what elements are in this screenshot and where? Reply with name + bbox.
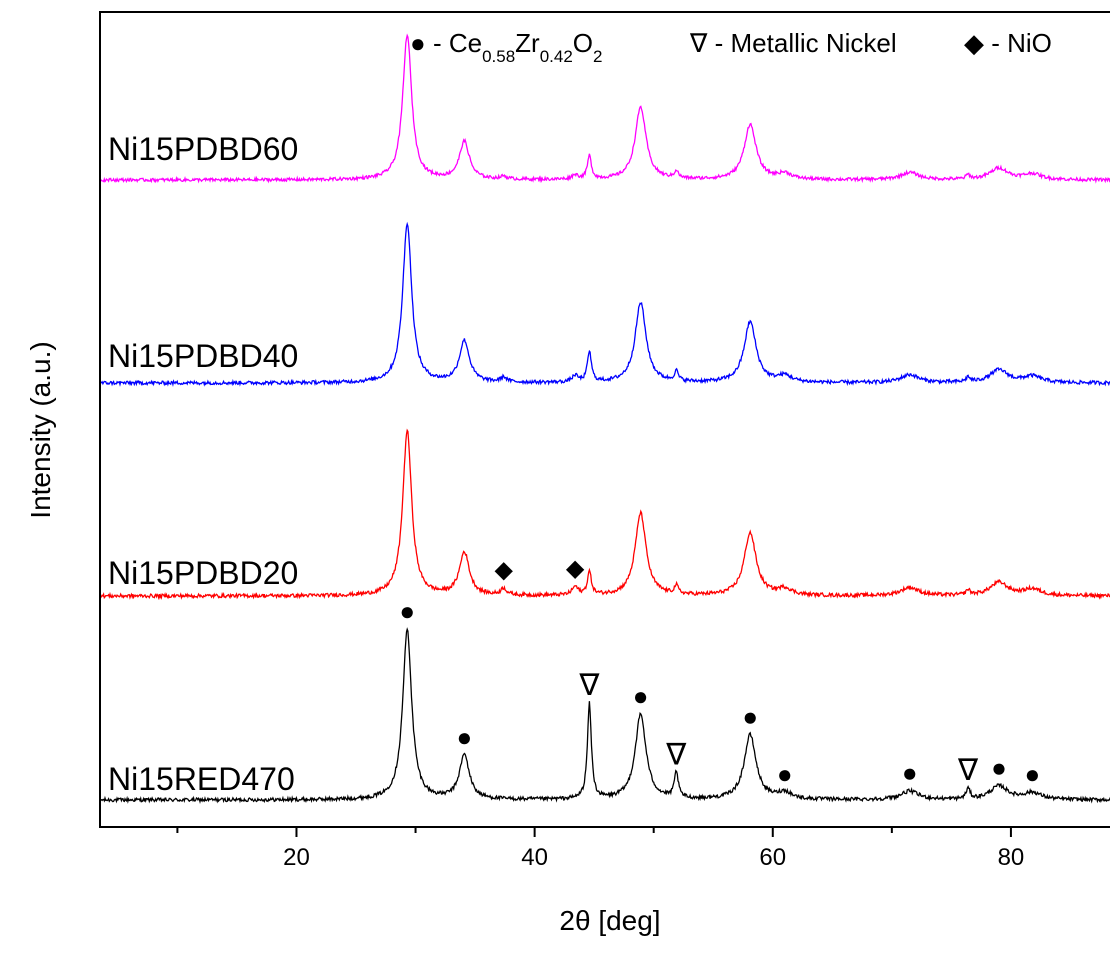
legend-ceria-sub3: 2 [593, 47, 602, 66]
series-label-ni15red470: Ni15RED470 [108, 761, 295, 797]
x-tick-label: 80 [998, 844, 1025, 871]
series-label-ni15pdbd60: Ni15PDBD60 [108, 131, 298, 167]
y-axis-title: Intensity (a.u.) [25, 341, 56, 518]
legend-ceria-mid: Zr [515, 28, 540, 58]
annotation-nickel-marker: ∇ [578, 669, 600, 702]
annotation-ceria-marker: ● [777, 759, 793, 789]
legend-ceria-sub1: 0.58 [482, 47, 515, 66]
series-label-ni15pdbd20: Ni15PDBD20 [108, 555, 298, 591]
annotation-ceria-marker: ● [991, 752, 1007, 782]
legend-ceria-prefix: - Ce [426, 28, 482, 58]
series-line-ni15pdbd60 [99, 33, 1110, 184]
series-line-ni15pdbd40 [99, 221, 1110, 387]
series-label-ni15pdbd40: Ni15PDBD40 [108, 338, 298, 374]
annotation-nio-marker: ◆ [566, 555, 585, 582]
plot-frame [99, 11, 1110, 828]
annotation-ceria-marker: ● [457, 722, 473, 752]
legend-entry-nickel: ∇ - Metallic Nickel [689, 28, 897, 58]
series-layer [99, 33, 1110, 804]
legend-entry-nio: ◆ - NiO [964, 28, 1052, 58]
x-tick-label: 40 [521, 844, 548, 871]
x-axis-ticks: 20 40 60 80 [176, 827, 1025, 871]
x-tick-label: 20 [283, 844, 310, 871]
annotation-ceria-marker: ● [902, 758, 918, 788]
annotation-ceria-marker: ● [399, 596, 415, 626]
legend-ceria-sub2: 0.42 [540, 47, 573, 66]
legend-nio-text: - NiO [984, 28, 1052, 58]
annotation-nio-marker: ◆ [494, 556, 513, 583]
x-tick-label: 60 [759, 844, 786, 871]
legend-ceria-suffix: O [573, 28, 593, 58]
legend-nickel-text: - Metallic Nickel [707, 28, 896, 58]
legend-ceria-marker: ● [410, 28, 426, 58]
legend-entry-ceria: ● - Ce0.58Zr0.42O2 [410, 28, 603, 66]
annotation-layer: ● ● ● ● ● ● ● ● ∇ ∇ ∇ ◆ ◆ [399, 555, 1040, 789]
legend: ● - Ce0.58Zr0.42O2 ∇ - Metallic Nickel ◆… [410, 28, 1052, 66]
legend-nickel-marker: ∇ [689, 28, 708, 58]
annotation-nickel-marker: ∇ [665, 739, 687, 772]
annotation-ceria-marker: ● [1025, 759, 1041, 789]
series-label-layer: Ni15RED470 Ni15PDBD20 Ni15PDBD40 Ni15PDBD60 [108, 131, 298, 797]
series-line-ni15red470 [99, 627, 1110, 804]
series-line-ni15pdbd20 [99, 428, 1110, 601]
annotation-ceria-marker: ● [742, 701, 758, 731]
x-axis-title: 2θ [deg] [559, 905, 660, 936]
legend-nio-marker: ◆ [964, 28, 984, 58]
annotation-ceria-marker: ● [633, 681, 649, 711]
annotation-nickel-marker: ∇ [957, 754, 979, 787]
